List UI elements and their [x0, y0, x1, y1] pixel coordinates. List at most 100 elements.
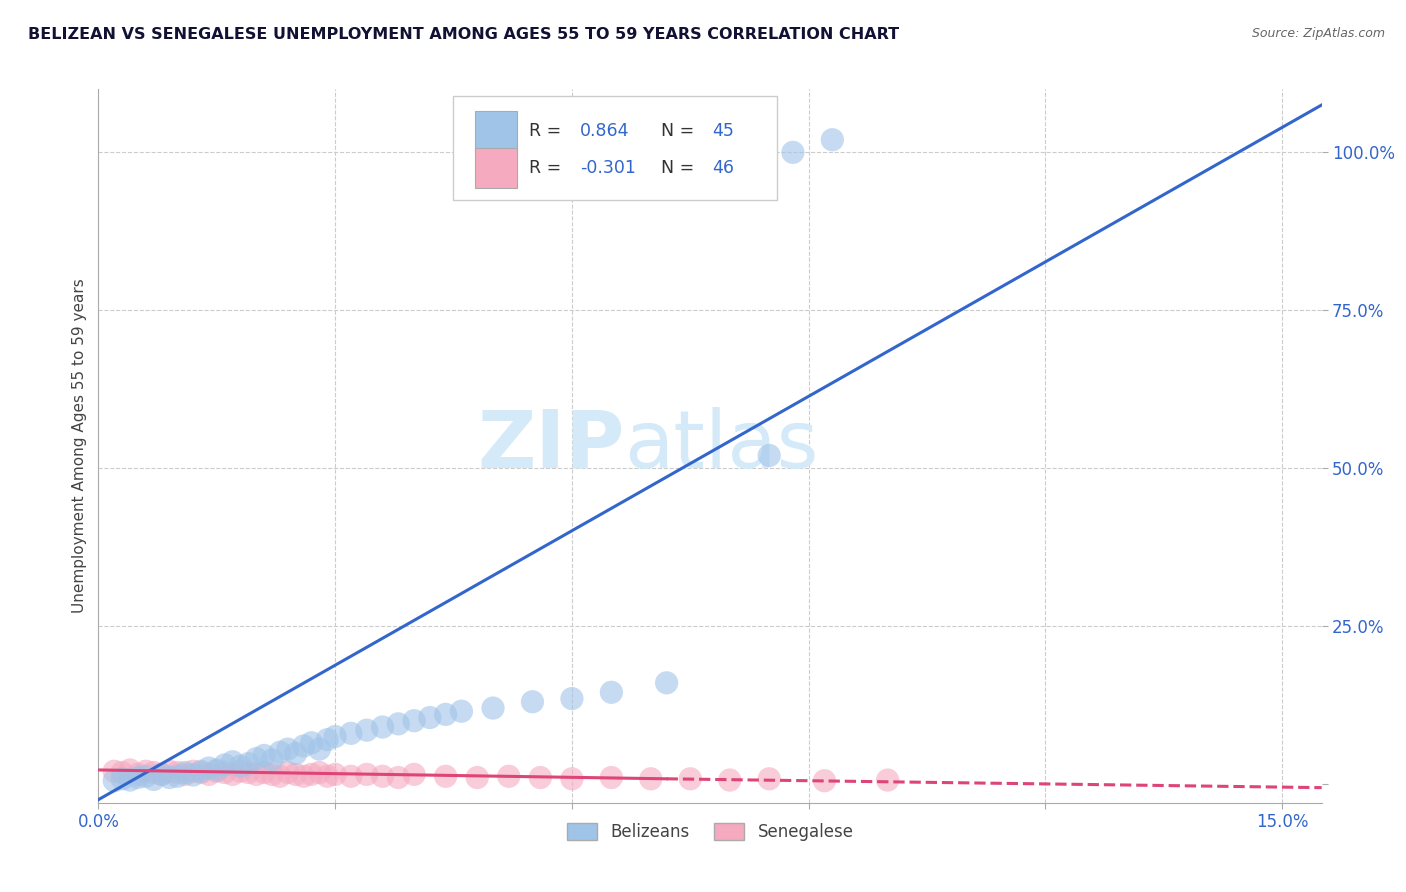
Point: [150, 767, 173, 781]
Point: [214, 765, 236, 780]
Point: [269, 769, 291, 783]
Point: [205, 763, 228, 777]
Point: [529, 771, 551, 785]
Point: [371, 720, 394, 734]
Point: [229, 764, 252, 779]
Point: [245, 767, 267, 781]
Point: [718, 773, 741, 788]
Point: [356, 767, 378, 781]
Point: [253, 748, 276, 763]
Point: [600, 771, 623, 785]
Point: [135, 764, 157, 779]
Point: [679, 772, 702, 786]
Point: [813, 773, 835, 788]
Point: [253, 765, 276, 780]
Text: R =: R =: [529, 159, 567, 177]
Point: [404, 767, 426, 781]
Point: [561, 691, 583, 706]
Point: [340, 726, 363, 740]
Point: [387, 717, 409, 731]
Text: BELIZEAN VS SENEGALESE UNEMPLOYMENT AMONG AGES 55 TO 59 YEARS CORRELATION CHART: BELIZEAN VS SENEGALESE UNEMPLOYMENT AMON…: [28, 27, 900, 42]
Point: [198, 761, 221, 775]
Point: [181, 768, 204, 782]
Point: [292, 769, 315, 783]
Point: [561, 772, 583, 786]
Point: [356, 723, 378, 738]
Point: [758, 449, 780, 463]
FancyBboxPatch shape: [453, 96, 778, 200]
Point: [404, 714, 426, 728]
Point: [142, 765, 165, 780]
Point: [181, 764, 204, 779]
Point: [260, 767, 283, 781]
Point: [166, 769, 188, 783]
Point: [277, 765, 299, 780]
Point: [655, 675, 678, 690]
Point: [174, 767, 197, 781]
Text: 45: 45: [713, 121, 734, 139]
Point: [221, 755, 243, 769]
Text: Source: ZipAtlas.com: Source: ZipAtlas.com: [1251, 27, 1385, 40]
Point: [323, 767, 346, 781]
Point: [482, 701, 505, 715]
Point: [292, 739, 315, 753]
Point: [371, 769, 394, 783]
Point: [214, 758, 236, 772]
Point: [238, 765, 260, 780]
Point: [111, 772, 134, 786]
FancyBboxPatch shape: [475, 148, 517, 187]
Point: [118, 763, 141, 777]
Point: [876, 773, 898, 788]
Point: [301, 736, 323, 750]
Point: [498, 769, 520, 783]
Point: [190, 764, 212, 779]
Point: [821, 133, 844, 147]
Point: [245, 751, 267, 765]
Text: atlas: atlas: [624, 407, 818, 485]
Point: [284, 767, 307, 781]
Point: [308, 742, 330, 756]
Point: [118, 773, 141, 788]
Point: [340, 769, 363, 783]
Point: [277, 742, 299, 756]
Point: [103, 773, 125, 788]
Point: [316, 732, 339, 747]
Point: [190, 765, 212, 780]
Point: [316, 769, 339, 783]
Point: [221, 767, 243, 781]
Point: [301, 767, 323, 781]
Point: [166, 765, 188, 780]
Point: [142, 772, 165, 787]
Text: N =: N =: [661, 159, 700, 177]
Legend: Belizeans, Senegalese: Belizeans, Senegalese: [560, 816, 860, 848]
Point: [323, 730, 346, 744]
Point: [135, 769, 157, 783]
Point: [308, 765, 330, 780]
Point: [434, 707, 457, 722]
Point: [522, 695, 544, 709]
Point: [174, 765, 197, 780]
Point: [465, 771, 488, 785]
FancyBboxPatch shape: [475, 111, 517, 151]
Text: 46: 46: [713, 159, 734, 177]
Point: [198, 767, 221, 781]
Text: 0.864: 0.864: [581, 121, 630, 139]
Y-axis label: Unemployment Among Ages 55 to 59 years: Unemployment Among Ages 55 to 59 years: [72, 278, 87, 614]
Point: [229, 759, 252, 773]
Point: [127, 767, 149, 781]
Text: N =: N =: [661, 121, 700, 139]
Point: [640, 772, 662, 786]
Point: [127, 771, 149, 785]
Point: [758, 772, 780, 786]
Text: -0.301: -0.301: [581, 159, 637, 177]
Text: ZIP: ZIP: [477, 407, 624, 485]
Point: [159, 771, 181, 785]
Point: [260, 753, 283, 767]
Point: [434, 769, 457, 783]
Point: [782, 145, 804, 160]
Point: [150, 767, 173, 781]
Point: [159, 764, 181, 779]
Point: [419, 710, 441, 724]
Point: [269, 745, 291, 759]
Point: [205, 764, 228, 779]
